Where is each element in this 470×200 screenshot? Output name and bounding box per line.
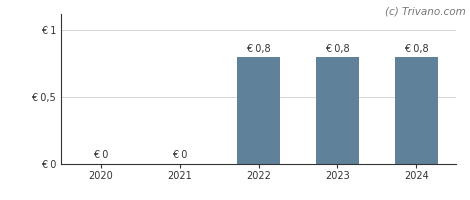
Bar — [395, 57, 438, 164]
Bar — [316, 57, 359, 164]
Text: € 0: € 0 — [172, 150, 188, 160]
Text: € 0: € 0 — [93, 150, 109, 160]
Text: € 0,8: € 0,8 — [246, 44, 271, 54]
Bar — [237, 57, 280, 164]
Text: (c) Trivano.com: (c) Trivano.com — [384, 6, 465, 16]
Text: € 0,8: € 0,8 — [325, 44, 350, 54]
Text: € 0,8: € 0,8 — [404, 44, 429, 54]
